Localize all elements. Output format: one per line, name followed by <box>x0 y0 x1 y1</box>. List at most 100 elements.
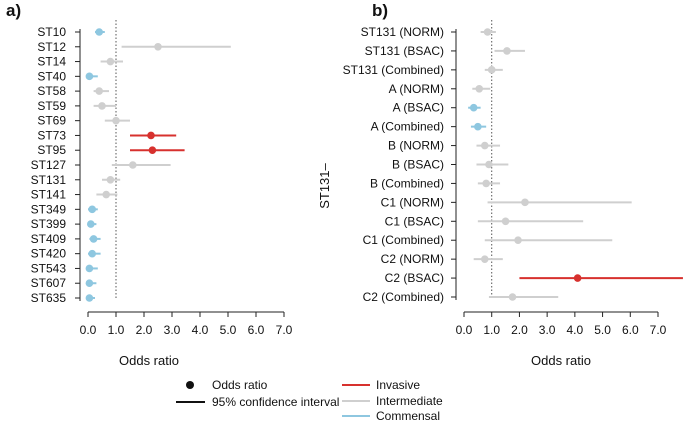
y-tick-label: ST141 <box>31 188 67 202</box>
x-tick-label: 4.0 <box>567 323 584 337</box>
odds-ratio-point <box>154 42 162 51</box>
x-tick-label: 6.0 <box>248 323 265 337</box>
odds-ratio-point <box>89 235 98 243</box>
y-tick-label: A (BSAC) <box>393 101 444 115</box>
legend-commensal-label: Commensal <box>376 409 440 421</box>
y-tick-label: ST131 (Combined) <box>343 63 444 77</box>
odds-ratio-point <box>98 102 106 110</box>
panel-b-label: b) <box>372 1 388 20</box>
y-tick-label: ST59 <box>37 99 66 113</box>
odds-ratio-point <box>106 57 115 66</box>
panel-a: a) 0.0 1.0 2.0 3.0 4.0 5.0 6.0 7.0ST10ST12ST14S… <box>6 1 293 368</box>
y-tick-label: ST58 <box>37 84 66 98</box>
y-tick-label: B (NORM) <box>388 139 444 153</box>
x-tick-label: 4.0 <box>192 323 209 337</box>
odds-ratio-point <box>487 66 496 74</box>
odds-ratio-point <box>87 220 95 228</box>
odds-ratio-point <box>95 28 103 36</box>
x-tick-label: 0.0 <box>456 323 473 337</box>
y-tick-label: C2 (BSAC) <box>385 271 444 285</box>
x-tick-label: 1.0 <box>483 323 500 337</box>
y-tick-label: ST127 <box>31 158 67 172</box>
y-tick-label: ST131 <box>31 173 67 187</box>
odds-ratio-point <box>95 87 103 95</box>
y-tick-label: C1 (NORM) <box>381 195 444 209</box>
x-tick-label: 3.0 <box>164 323 181 337</box>
x-tick-label: 5.0 <box>594 323 611 337</box>
y-tick-label: B (Combined) <box>370 176 444 190</box>
odds-ratio-point <box>573 274 582 282</box>
y-tick-label: B (BSAC) <box>392 158 444 172</box>
odds-ratio-point <box>106 175 115 184</box>
y-tick-label: C1 (BSAC) <box>385 214 444 228</box>
odds-ratio-point <box>88 249 96 258</box>
y-tick-label: ST131 (NORM) <box>361 25 444 39</box>
odds-ratio-point <box>482 179 490 188</box>
odds-ratio-point <box>483 28 492 36</box>
y-tick-label: C1 (Combined) <box>363 233 444 247</box>
odds-ratio-point <box>469 103 478 112</box>
panel-b-marks: 0.0 1.0 2.0 3.0 4.0 5.0 6.0 7.0 ST131 (NORM) ST13… <box>343 20 683 337</box>
odds-ratio-point <box>501 217 510 226</box>
odds-ratio-point <box>521 198 529 207</box>
x-tick-label: 0.0 <box>80 323 97 337</box>
odds-ratio-point <box>88 205 96 214</box>
y-tick-label: ST95 <box>37 143 66 157</box>
y-tick-label: ST131 (BSAC) <box>365 44 444 58</box>
x-tick-label: 2.0 <box>136 323 153 337</box>
odds-ratio-point <box>475 84 484 93</box>
legend-invasive-label: Invasive <box>376 378 420 392</box>
panel-b-x-axis-label: Odds ratio <box>531 353 591 368</box>
y-tick-label: ST635 <box>31 291 67 305</box>
odds-ratio-point <box>85 264 94 273</box>
odds-ratio-point <box>508 293 517 301</box>
x-tick-label: 7.0 <box>276 323 293 337</box>
odds-ratio-point <box>503 47 511 55</box>
y-tick-label: ST40 <box>37 69 66 83</box>
y-tick-label: C2 (Combined) <box>363 290 444 304</box>
odds-ratio-point <box>102 190 110 199</box>
y-tick-label: ST399 <box>31 217 67 231</box>
y-tick-label: ST420 <box>31 247 67 261</box>
y-tick-label: ST73 <box>37 128 66 142</box>
legend-point-marker <box>186 381 194 389</box>
y-tick-label: ST349 <box>31 202 67 216</box>
panel-a-marks: 0.0 1.0 2.0 3.0 4.0 5.0 6.0 7.0ST10ST12ST14ST40… <box>31 20 293 337</box>
y-tick-label: A (Combined) <box>371 120 444 134</box>
odds-ratio-point <box>85 294 94 302</box>
y-tick-label: ST409 <box>31 232 67 246</box>
odds-ratio-point <box>112 116 120 125</box>
x-tick-label: 1.0 <box>108 323 125 337</box>
odds-ratio-point <box>85 279 94 288</box>
x-tick-label: 2.0 <box>511 323 528 337</box>
x-tick-label: 7.0 <box>650 323 667 337</box>
odds-ratio-point <box>474 122 482 131</box>
legend-intermediate-label: Intermediate <box>376 394 443 408</box>
legend-point-label: Odds ratio <box>212 378 268 392</box>
y-tick-label: ST607 <box>31 276 67 290</box>
panel-b: b) 0.0 1.0 2.0 3.0 4.0 5.0 6.0 7.0 ST131 (NORM) S… <box>317 1 683 368</box>
y-tick-label: A (NORM) <box>389 82 444 96</box>
x-tick-label: 3.0 <box>539 323 556 337</box>
odds-ratio-point <box>480 255 489 263</box>
odds-ratio-point <box>147 131 155 140</box>
panel-a-x-axis-label: Odds ratio <box>119 353 179 368</box>
legend: Odds ratio 95% confidence interval Invas… <box>176 378 443 423</box>
y-tick-label: ST543 <box>31 261 67 275</box>
y-tick-label: ST14 <box>37 55 66 69</box>
x-tick-label: 5.0 <box>220 323 237 337</box>
odds-ratio-point <box>148 146 157 155</box>
panel-a-label: a) <box>6 1 21 20</box>
y-tick-label: ST69 <box>37 114 66 128</box>
y-tick-label: C2 (NORM) <box>381 252 444 266</box>
odds-ratio-point <box>480 141 489 150</box>
x-tick-label: 6.0 <box>622 323 639 337</box>
legend-line-label: 95% confidence interval <box>212 395 339 409</box>
odds-ratio-point <box>129 161 137 169</box>
odds-ratio-point <box>485 160 493 169</box>
y-tick-label: ST10 <box>37 25 66 39</box>
panel-b-y-group-label: ST131– <box>317 162 332 208</box>
y-tick-label: ST12 <box>37 40 66 54</box>
